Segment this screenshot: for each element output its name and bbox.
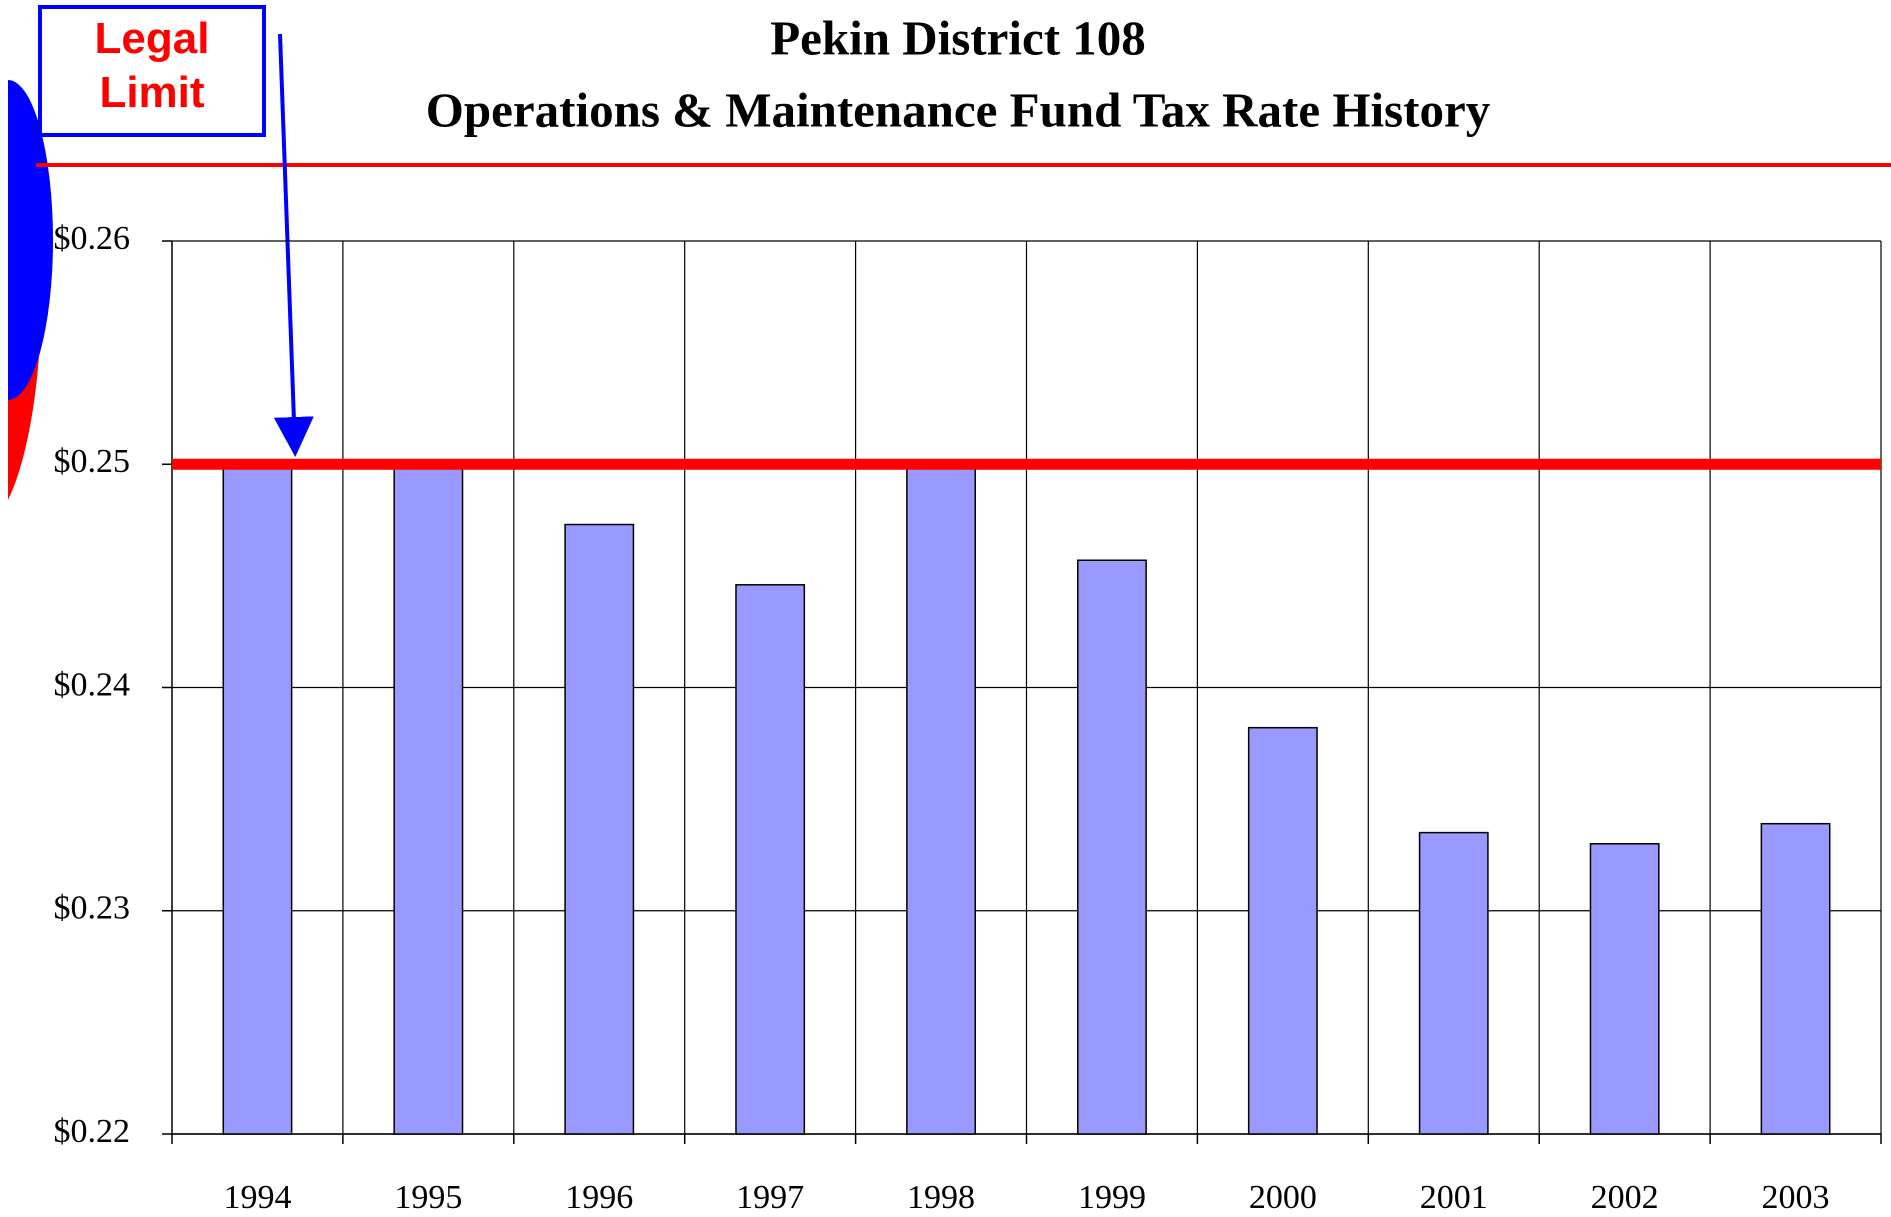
bar: [1590, 844, 1658, 1134]
legal-limit-label: Legal Limit: [77, 12, 227, 120]
x-tick-label: 2002: [1591, 1179, 1659, 1216]
bar: [394, 464, 462, 1134]
bar: [1761, 824, 1829, 1134]
x-tick-label: 2003: [1762, 1179, 1830, 1216]
x-tick-label: 1997: [736, 1179, 804, 1216]
bar: [223, 464, 291, 1134]
chart: Pekin District 108 Operations & Maintena…: [0, 0, 1891, 1217]
bar: [736, 585, 804, 1134]
x-tick-label: 1999: [1078, 1179, 1146, 1216]
y-tick-label: $0.23: [54, 890, 131, 927]
x-tick-label: 2000: [1249, 1179, 1317, 1216]
y-tick-label: $0.22: [54, 1113, 131, 1150]
y-tick-label: $0.24: [54, 666, 131, 703]
x-tick-label: 1998: [907, 1179, 975, 1216]
x-tick-label: 1995: [394, 1179, 462, 1216]
bar: [1420, 833, 1488, 1134]
bar: [1249, 728, 1317, 1134]
x-tick-label: 2001: [1420, 1179, 1488, 1216]
x-tick-label: 1996: [565, 1179, 633, 1216]
bar: [565, 525, 633, 1134]
x-tick-label: 1994: [223, 1179, 291, 1216]
y-tick-label: $0.25: [54, 443, 131, 480]
y-tick-label: $0.26: [54, 220, 131, 257]
bar: [907, 464, 975, 1134]
chart-title: Pekin District 108: [770, 10, 1146, 65]
bar: [1078, 560, 1146, 1134]
legal-limit-label-box: Legal Limit: [44, 12, 260, 132]
chart-subtitle: Operations & Maintenance Fund Tax Rate H…: [426, 82, 1491, 137]
